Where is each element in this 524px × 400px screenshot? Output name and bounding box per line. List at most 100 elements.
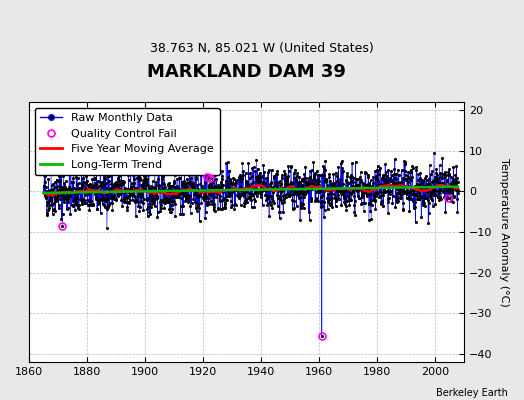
Point <box>266 193 275 199</box>
Point <box>100 170 108 177</box>
Point <box>190 190 199 197</box>
Point <box>380 178 389 184</box>
Point <box>250 198 259 204</box>
Point <box>339 188 347 194</box>
Point <box>78 182 86 188</box>
Point <box>62 206 71 212</box>
Point <box>263 175 271 181</box>
Point <box>341 195 349 201</box>
Point <box>356 169 365 176</box>
Point <box>180 182 189 188</box>
Point <box>376 164 384 171</box>
Point <box>115 178 123 184</box>
Point <box>97 191 106 198</box>
Point <box>360 190 368 196</box>
Point <box>140 186 149 192</box>
Point <box>137 193 146 200</box>
Point <box>179 203 188 210</box>
Point <box>112 182 121 188</box>
Point <box>390 183 398 190</box>
Point <box>119 189 128 196</box>
Point <box>293 169 301 176</box>
Point <box>313 188 322 194</box>
Point <box>217 179 225 185</box>
Point <box>117 167 126 173</box>
Point <box>232 178 240 184</box>
Point <box>150 169 159 175</box>
Point <box>53 178 62 184</box>
Point <box>54 192 62 198</box>
Point <box>120 196 128 202</box>
Point <box>353 188 362 194</box>
Point <box>223 181 231 188</box>
Point <box>447 183 455 190</box>
Point <box>98 178 106 185</box>
Point <box>334 184 343 191</box>
Point <box>224 184 232 191</box>
Point <box>451 172 460 178</box>
Point <box>61 194 69 201</box>
Point <box>145 185 153 191</box>
Point <box>447 182 456 188</box>
Point <box>281 170 289 177</box>
Point <box>117 197 126 203</box>
Point <box>289 191 298 197</box>
Point <box>146 188 155 194</box>
Point <box>40 189 49 196</box>
Point <box>231 201 239 208</box>
Point <box>312 185 320 191</box>
Point <box>424 186 433 192</box>
Point <box>104 196 113 202</box>
Point <box>133 167 141 174</box>
Point <box>172 194 180 200</box>
Point <box>253 188 261 195</box>
Point <box>303 188 311 194</box>
Point <box>403 187 411 194</box>
Point <box>230 181 238 187</box>
Point <box>401 161 409 167</box>
Point <box>59 192 68 199</box>
Point <box>101 203 109 210</box>
Point <box>91 191 100 198</box>
Point <box>333 192 342 198</box>
Point <box>442 172 450 179</box>
Point <box>347 174 356 180</box>
Point <box>253 176 261 183</box>
Point <box>148 201 156 208</box>
Point <box>319 162 328 169</box>
Point <box>364 172 373 178</box>
Point <box>308 176 316 183</box>
Point <box>212 194 220 200</box>
Point <box>156 187 164 193</box>
Point <box>436 186 444 192</box>
Point <box>417 194 425 200</box>
Point <box>233 187 242 193</box>
Point <box>45 198 53 204</box>
Point <box>234 193 242 199</box>
Point <box>215 184 224 190</box>
Point <box>249 164 258 170</box>
Point <box>73 181 81 187</box>
Point <box>364 186 372 192</box>
Point <box>277 189 286 195</box>
Point <box>102 185 110 191</box>
Point <box>383 188 391 194</box>
Point <box>159 180 168 186</box>
Point <box>440 188 448 194</box>
Point <box>345 202 354 208</box>
Point <box>84 182 93 189</box>
Point <box>252 174 260 180</box>
Point <box>208 184 216 191</box>
Point <box>147 183 155 190</box>
Point <box>368 180 377 186</box>
Point <box>220 196 228 202</box>
Point <box>395 188 403 194</box>
Point <box>357 177 365 184</box>
Point <box>266 199 274 206</box>
Point <box>357 200 366 207</box>
Point <box>65 185 73 192</box>
Point <box>99 197 107 203</box>
Point <box>368 186 376 193</box>
Point <box>335 179 343 185</box>
Point <box>444 169 452 175</box>
